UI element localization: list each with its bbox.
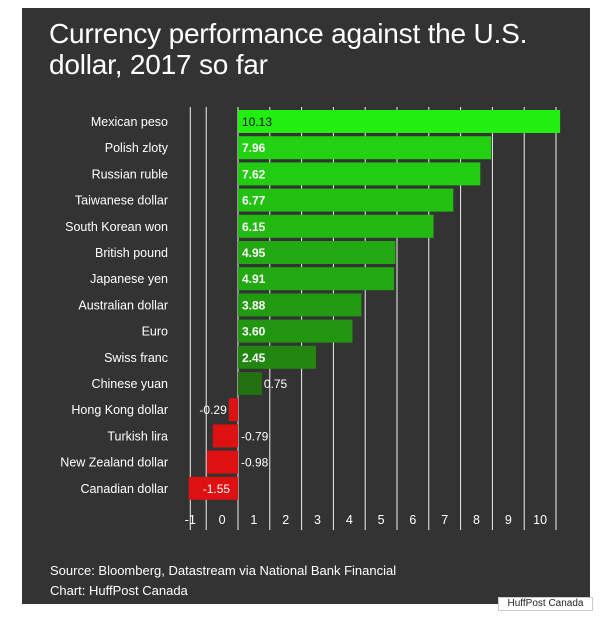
chart-title: Currency performance against the U.S. do… <box>49 18 528 80</box>
x-tick-label: 4 <box>346 513 353 527</box>
chart-credit: Chart: HuffPost Canada <box>50 583 188 598</box>
bar <box>238 241 396 264</box>
category-label: Hong Kong dollar <box>71 403 168 417</box>
data-label: -0.98 <box>241 456 269 470</box>
bar <box>238 162 481 186</box>
bar <box>238 372 262 395</box>
category-label: Turkish lira <box>107 429 168 443</box>
watermark: HuffPost Canada <box>498 597 593 611</box>
category-label: Euro <box>142 325 168 339</box>
bar <box>238 188 454 212</box>
x-tick-label: 3 <box>314 513 321 527</box>
bar <box>238 110 561 133</box>
category-label: Mexican peso <box>91 115 168 129</box>
data-label: -0.29 <box>199 403 227 417</box>
x-tick-label: 9 <box>505 513 512 527</box>
bar <box>228 398 238 422</box>
category-label: Canadian dollar <box>80 482 168 496</box>
chart-footer: Source: Bloomberg, Datastream via Nation… <box>50 561 396 601</box>
bar <box>238 293 362 317</box>
x-tick-label: 0 <box>219 513 226 527</box>
bar <box>212 424 238 448</box>
data-label: 6.77 <box>242 194 266 208</box>
bar <box>238 319 353 343</box>
data-label: 2.45 <box>242 351 266 365</box>
data-label: -0.79 <box>241 429 269 443</box>
data-label: 7.62 <box>242 167 266 181</box>
source-note: Source: Bloomberg, Datastream via Nation… <box>50 563 397 578</box>
category-label: Chinese yuan <box>92 377 168 391</box>
x-tick-label: 2 <box>282 513 289 527</box>
category-label: South Korean won <box>65 220 168 234</box>
x-tick-label: 6 <box>409 513 416 527</box>
category-label: Australian dollar <box>78 298 168 312</box>
category-label: Japanese yen <box>90 272 168 286</box>
x-tick-label: 8 <box>473 513 480 527</box>
bar <box>238 345 316 369</box>
bar <box>238 267 395 291</box>
data-label: 4.91 <box>242 272 266 286</box>
data-label: 4.95 <box>242 246 266 260</box>
bar <box>238 214 434 238</box>
data-label: -1.55 <box>203 482 231 496</box>
data-label: 7.96 <box>242 141 266 155</box>
data-label: 3.88 <box>242 298 266 312</box>
x-tick-label: 5 <box>378 513 385 527</box>
x-tick-label: -1 <box>185 513 196 527</box>
data-label: 6.15 <box>242 220 266 234</box>
data-label: 3.60 <box>242 325 266 339</box>
x-tick-label: 10 <box>533 513 547 527</box>
category-label: Taiwanese dollar <box>75 194 168 208</box>
category-label: Russian ruble <box>92 167 168 181</box>
bar <box>188 476 238 500</box>
category-label: British pound <box>95 246 168 260</box>
category-label: Swiss franc <box>104 351 168 365</box>
category-label: New Zealand dollar <box>60 456 168 470</box>
data-label: 0.75 <box>264 377 288 391</box>
bar <box>206 450 238 474</box>
x-tick-label: 7 <box>441 513 448 527</box>
bar <box>238 136 492 160</box>
category-label: Polish zloty <box>105 141 169 155</box>
x-tick-label: 1 <box>250 513 257 527</box>
data-label: 10.13 <box>242 115 272 129</box>
